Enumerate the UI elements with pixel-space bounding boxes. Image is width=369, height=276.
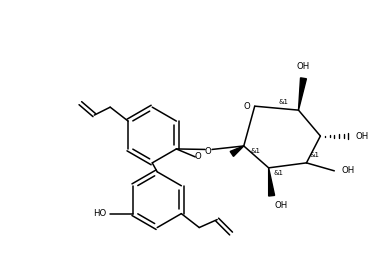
- Text: OH: OH: [356, 131, 369, 140]
- Text: OH: OH: [342, 166, 355, 175]
- Text: O: O: [205, 147, 211, 156]
- Text: HO: HO: [93, 209, 106, 218]
- Text: OH: OH: [275, 201, 288, 210]
- Polygon shape: [230, 146, 244, 156]
- Text: OH: OH: [297, 62, 310, 71]
- Polygon shape: [269, 168, 275, 196]
- Polygon shape: [299, 78, 306, 110]
- Text: &1: &1: [273, 170, 284, 176]
- Text: &1: &1: [251, 148, 261, 154]
- Text: &1: &1: [310, 152, 320, 158]
- Text: &1: &1: [279, 99, 289, 105]
- Text: O: O: [195, 152, 201, 161]
- Text: O: O: [244, 102, 250, 111]
